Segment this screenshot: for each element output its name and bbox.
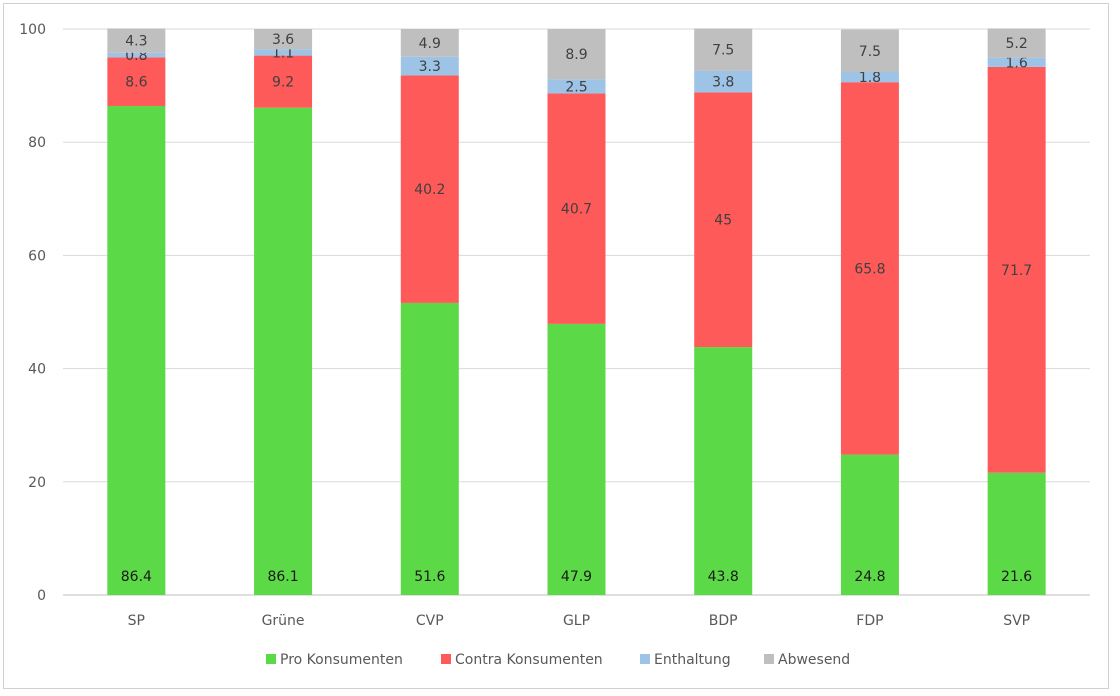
data-label: 2.5 [565, 79, 587, 95]
y-tick-label: 20 [28, 475, 46, 491]
bar-segment-contra-konsumenten [254, 55, 313, 108]
data-label: 45 [714, 213, 732, 229]
data-label: 21.6 [1001, 569, 1032, 585]
chart-frame [3, 3, 1109, 689]
data-label: 65.8 [854, 261, 885, 277]
y-tick-label: 0 [37, 588, 46, 604]
data-label: 4.9 [419, 36, 441, 52]
data-label: 3.8 [712, 75, 734, 91]
bar-segment-contra-konsumenten [547, 93, 606, 324]
bar-segment-abwesend [254, 29, 313, 50]
data-label: 7.5 [859, 44, 881, 60]
y-tick-label: 100 [19, 22, 46, 38]
legend-swatch [441, 654, 451, 664]
data-label: 8.9 [565, 47, 587, 63]
legend-swatch [764, 654, 774, 664]
legend-label: Enthaltung [654, 652, 731, 668]
bar-segment-pro-konsumenten [254, 107, 313, 595]
data-label: 24.8 [854, 569, 885, 585]
bar-segment-abwesend [987, 28, 1046, 58]
y-tick-label: 40 [28, 362, 46, 378]
bar-segment-contra-konsumenten [840, 82, 899, 455]
data-label: 86.4 [121, 569, 152, 585]
legend-label: Contra Konsumenten [455, 652, 603, 668]
x-tick-label: FDP [856, 613, 883, 629]
data-label: 8.6 [125, 75, 147, 91]
x-tick-label: Grüne [262, 613, 305, 629]
x-tick-label: SVP [1003, 613, 1030, 629]
data-label: 5.2 [1006, 36, 1028, 52]
data-label: 1.6 [1006, 55, 1028, 71]
bar-segment-abwesend [107, 28, 166, 53]
y-tick-label: 80 [28, 135, 46, 151]
bar-segment-enthaltung [694, 70, 753, 93]
bar-segment-enthaltung [400, 56, 459, 76]
data-label: 43.8 [708, 569, 739, 585]
data-label: 51.6 [414, 569, 445, 585]
bar-segment-pro-konsumenten [694, 347, 753, 595]
legend-label: Abwesend [778, 652, 850, 668]
x-tick-label: CVP [416, 613, 444, 629]
bar-segment-pro-konsumenten [107, 105, 166, 595]
x-tick-label: GLP [563, 613, 590, 629]
bar-segment-enthaltung [547, 79, 606, 94]
data-label: 7.5 [712, 43, 734, 59]
bar-segment-pro-konsumenten [400, 302, 459, 595]
bar-segment-contra-konsumenten [694, 92, 753, 348]
bar-segment-enthaltung [987, 57, 1046, 67]
bar-segment-abwesend [400, 29, 459, 57]
data-label: 40.2 [414, 182, 445, 198]
data-label: 40.7 [561, 202, 592, 218]
bar-segment-contra-konsumenten [107, 57, 166, 106]
bar-segment-pro-konsumenten [987, 472, 1046, 595]
bar-segment-enthaltung [840, 72, 899, 83]
bar-segment-contra-konsumenten [987, 66, 1046, 473]
bar-segment-enthaltung [107, 52, 166, 58]
y-tick-label: 60 [28, 248, 46, 264]
legend-label: Pro Konsumenten [280, 652, 403, 668]
bar-segment-abwesend [694, 28, 753, 71]
data-label: 47.9 [561, 569, 592, 585]
bar-segment-enthaltung [254, 49, 313, 56]
bar-segment-contra-konsumenten [400, 75, 459, 303]
x-tick-label: SP [128, 613, 145, 629]
data-label: 86.1 [267, 569, 298, 585]
data-label: 9.2 [272, 75, 294, 91]
legend-swatch [266, 654, 276, 664]
data-label: 71.7 [1001, 263, 1032, 279]
data-label: 4.3 [125, 34, 147, 50]
data-label: 3.3 [419, 59, 441, 75]
data-label: 3.6 [272, 32, 294, 48]
bar-segment-pro-konsumenten [547, 323, 606, 595]
x-tick-label: BDP [709, 613, 738, 629]
data-label: 1.1 [272, 45, 294, 61]
legend-swatch [640, 654, 650, 664]
data-label: 1.8 [859, 70, 881, 86]
bar-segment-abwesend [547, 29, 606, 80]
bar-segment-pro-konsumenten [840, 454, 899, 595]
bar-segment-abwesend [840, 29, 899, 73]
